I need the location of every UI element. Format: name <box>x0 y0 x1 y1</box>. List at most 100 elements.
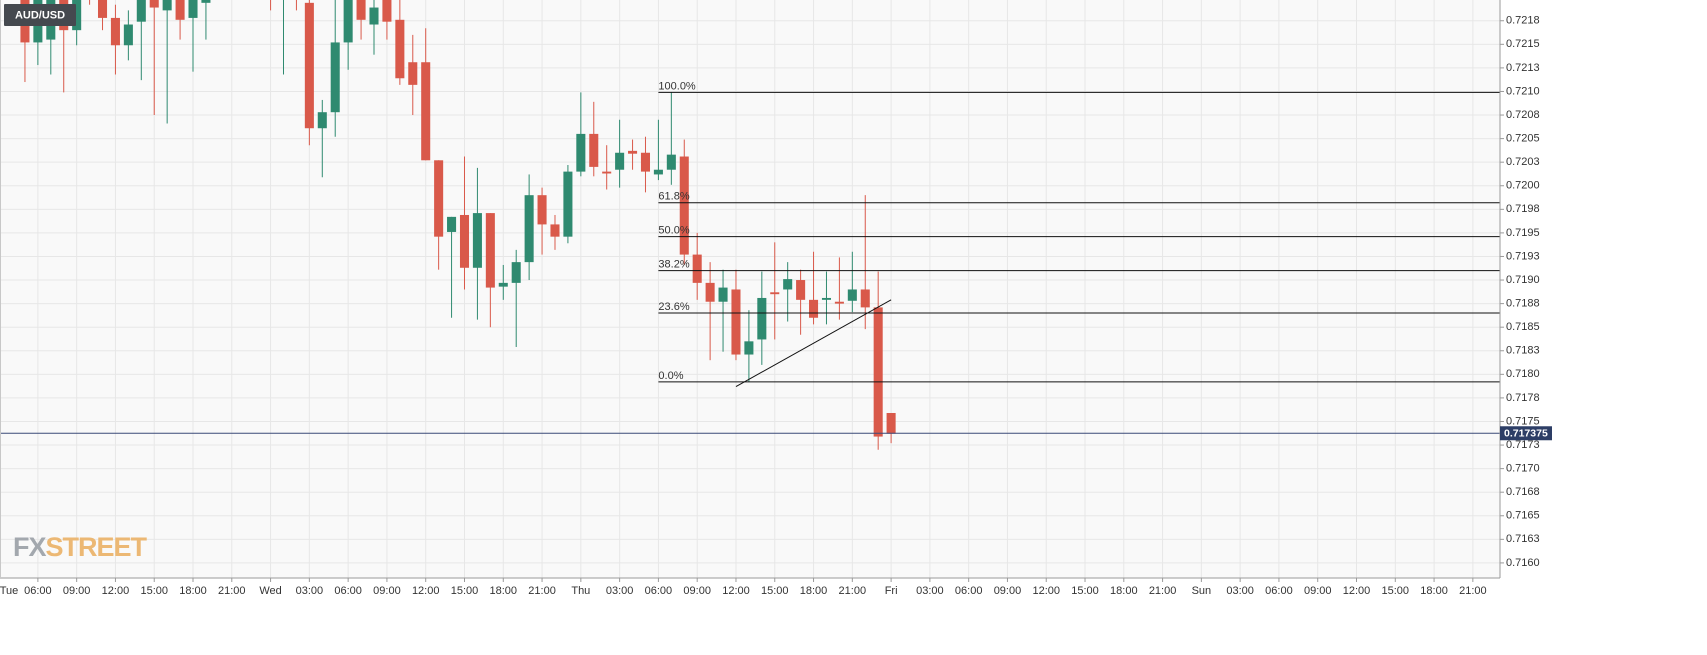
symbol-box <box>4 4 76 26</box>
y-tick-label: 0.7210 <box>1506 85 1540 97</box>
candle-body <box>589 133 599 167</box>
candle-body <box>97 0 108 18</box>
x-tick-label: 06:00 <box>645 585 673 597</box>
x-tick-label: 15:00 <box>140 585 168 597</box>
watermark-fx: FX <box>13 532 46 562</box>
fib-label: 23.6% <box>658 301 689 313</box>
candle-body <box>783 279 793 290</box>
axes: 0.71600.71630.71650.71680.71700.71730.71… <box>0 15 1552 597</box>
x-tick-label: 21:00 <box>218 585 246 597</box>
y-tick-label: 0.7163 <box>1506 533 1540 545</box>
watermark-street: STREET <box>46 532 148 562</box>
candle-body <box>343 0 353 43</box>
candle-body <box>382 0 392 22</box>
y-tick-label: 0.7205 <box>1506 133 1540 145</box>
y-tick-label: 0.7160 <box>1506 557 1540 569</box>
fib-label: 61.8% <box>658 191 689 203</box>
candle-body <box>757 297 767 340</box>
x-tick-label: 09:00 <box>683 585 711 597</box>
x-tick-label: 03:00 <box>296 585 324 597</box>
candle-body <box>537 195 547 225</box>
x-tick-label: 09:00 <box>994 585 1022 597</box>
x-tick-label: 06:00 <box>334 585 362 597</box>
y-tick-label: 0.7195 <box>1506 227 1540 239</box>
candle-body <box>770 292 780 295</box>
candle-body <box>524 195 534 263</box>
x-tick-label: 09:00 <box>1304 585 1332 597</box>
y-tick-label: 0.7183 <box>1506 345 1540 357</box>
symbol: AUD/USD <box>15 9 65 21</box>
candle-body <box>330 42 340 113</box>
candle-body <box>421 62 431 161</box>
x-tick-label: 06:00 <box>955 585 983 597</box>
y-tick-label: 0.7213 <box>1506 62 1540 74</box>
candle-body <box>72 0 82 31</box>
candle-body <box>847 289 857 301</box>
x-tick-label: 18:00 <box>179 585 207 597</box>
x-tick-label: 18:00 <box>1420 585 1448 597</box>
candle-body <box>110 17 120 46</box>
x-tick-label: 12:00 <box>412 585 440 597</box>
candle-body <box>563 171 573 237</box>
y-tick-label: 0.7193 <box>1506 250 1540 262</box>
candle-body <box>188 0 198 18</box>
candle-body <box>149 0 159 8</box>
y-tick-label: 0.7190 <box>1506 274 1540 286</box>
x-tick-label: 12:00 <box>722 585 750 597</box>
x-tick-label: 06:00 <box>24 585 52 597</box>
candle-body <box>498 282 508 287</box>
candle-body <box>640 152 651 172</box>
candle-body <box>602 171 612 174</box>
x-tick-label: 03:00 <box>1226 585 1254 597</box>
candle-body <box>304 2 314 129</box>
candle-body <box>821 297 831 300</box>
y-tick-label: 0.7200 <box>1506 180 1540 192</box>
candle-body <box>472 213 482 268</box>
candle-body <box>175 0 185 20</box>
candle-body <box>485 213 495 288</box>
candle-body <box>356 0 366 20</box>
y-tick-label: 0.7215 <box>1506 38 1540 50</box>
candle-body <box>511 262 521 283</box>
x-tick-label: 18:00 <box>800 585 828 597</box>
x-tick-label: 12:00 <box>1343 585 1371 597</box>
y-tick-label: 0.7178 <box>1506 392 1540 404</box>
candle-body <box>447 216 457 232</box>
candle-body <box>201 0 211 3</box>
y-tick-label: 0.7165 <box>1506 510 1540 522</box>
x-tick-label: Fri <box>885 585 898 597</box>
candle-body <box>731 289 741 355</box>
trendline <box>735 299 892 388</box>
x-tick-label: Thu <box>571 585 590 597</box>
candle-body <box>434 160 444 237</box>
y-tick-label: 0.7168 <box>1506 486 1540 498</box>
candle-body <box>666 154 676 170</box>
x-tick-label: 15:00 <box>451 585 479 597</box>
x-tick-label: 03:00 <box>606 585 634 597</box>
candle-body <box>628 150 638 154</box>
x-tick-label: Wed <box>259 585 281 597</box>
fib-label: 100.0% <box>658 80 696 92</box>
x-tick-label: 03:00 <box>916 585 944 597</box>
y-tick-label: 0.7218 <box>1506 15 1540 27</box>
x-tick-label: 09:00 <box>373 585 401 597</box>
plot-background <box>0 0 1500 578</box>
last-price-box <box>1500 426 1552 441</box>
candle-body <box>550 224 560 237</box>
x-tick-label: 21:00 <box>839 585 867 597</box>
candle-body <box>705 282 715 302</box>
fib-label: 50.0% <box>658 225 689 237</box>
y-tick-label: 0.7203 <box>1506 156 1540 168</box>
x-tick-label: 06:00 <box>1265 585 1293 597</box>
x-tick-label: 09:00 <box>63 585 91 597</box>
y-tick-label: 0.7170 <box>1506 463 1540 475</box>
y-tick-label: 0.7208 <box>1506 109 1540 121</box>
candle-body <box>679 156 689 255</box>
candle-body <box>369 7 379 25</box>
x-tick-label: 12:00 <box>1032 585 1060 597</box>
candle-body <box>886 412 896 434</box>
x-tick-label: Sun <box>1192 585 1212 597</box>
y-tick-label: 0.7185 <box>1506 321 1540 333</box>
